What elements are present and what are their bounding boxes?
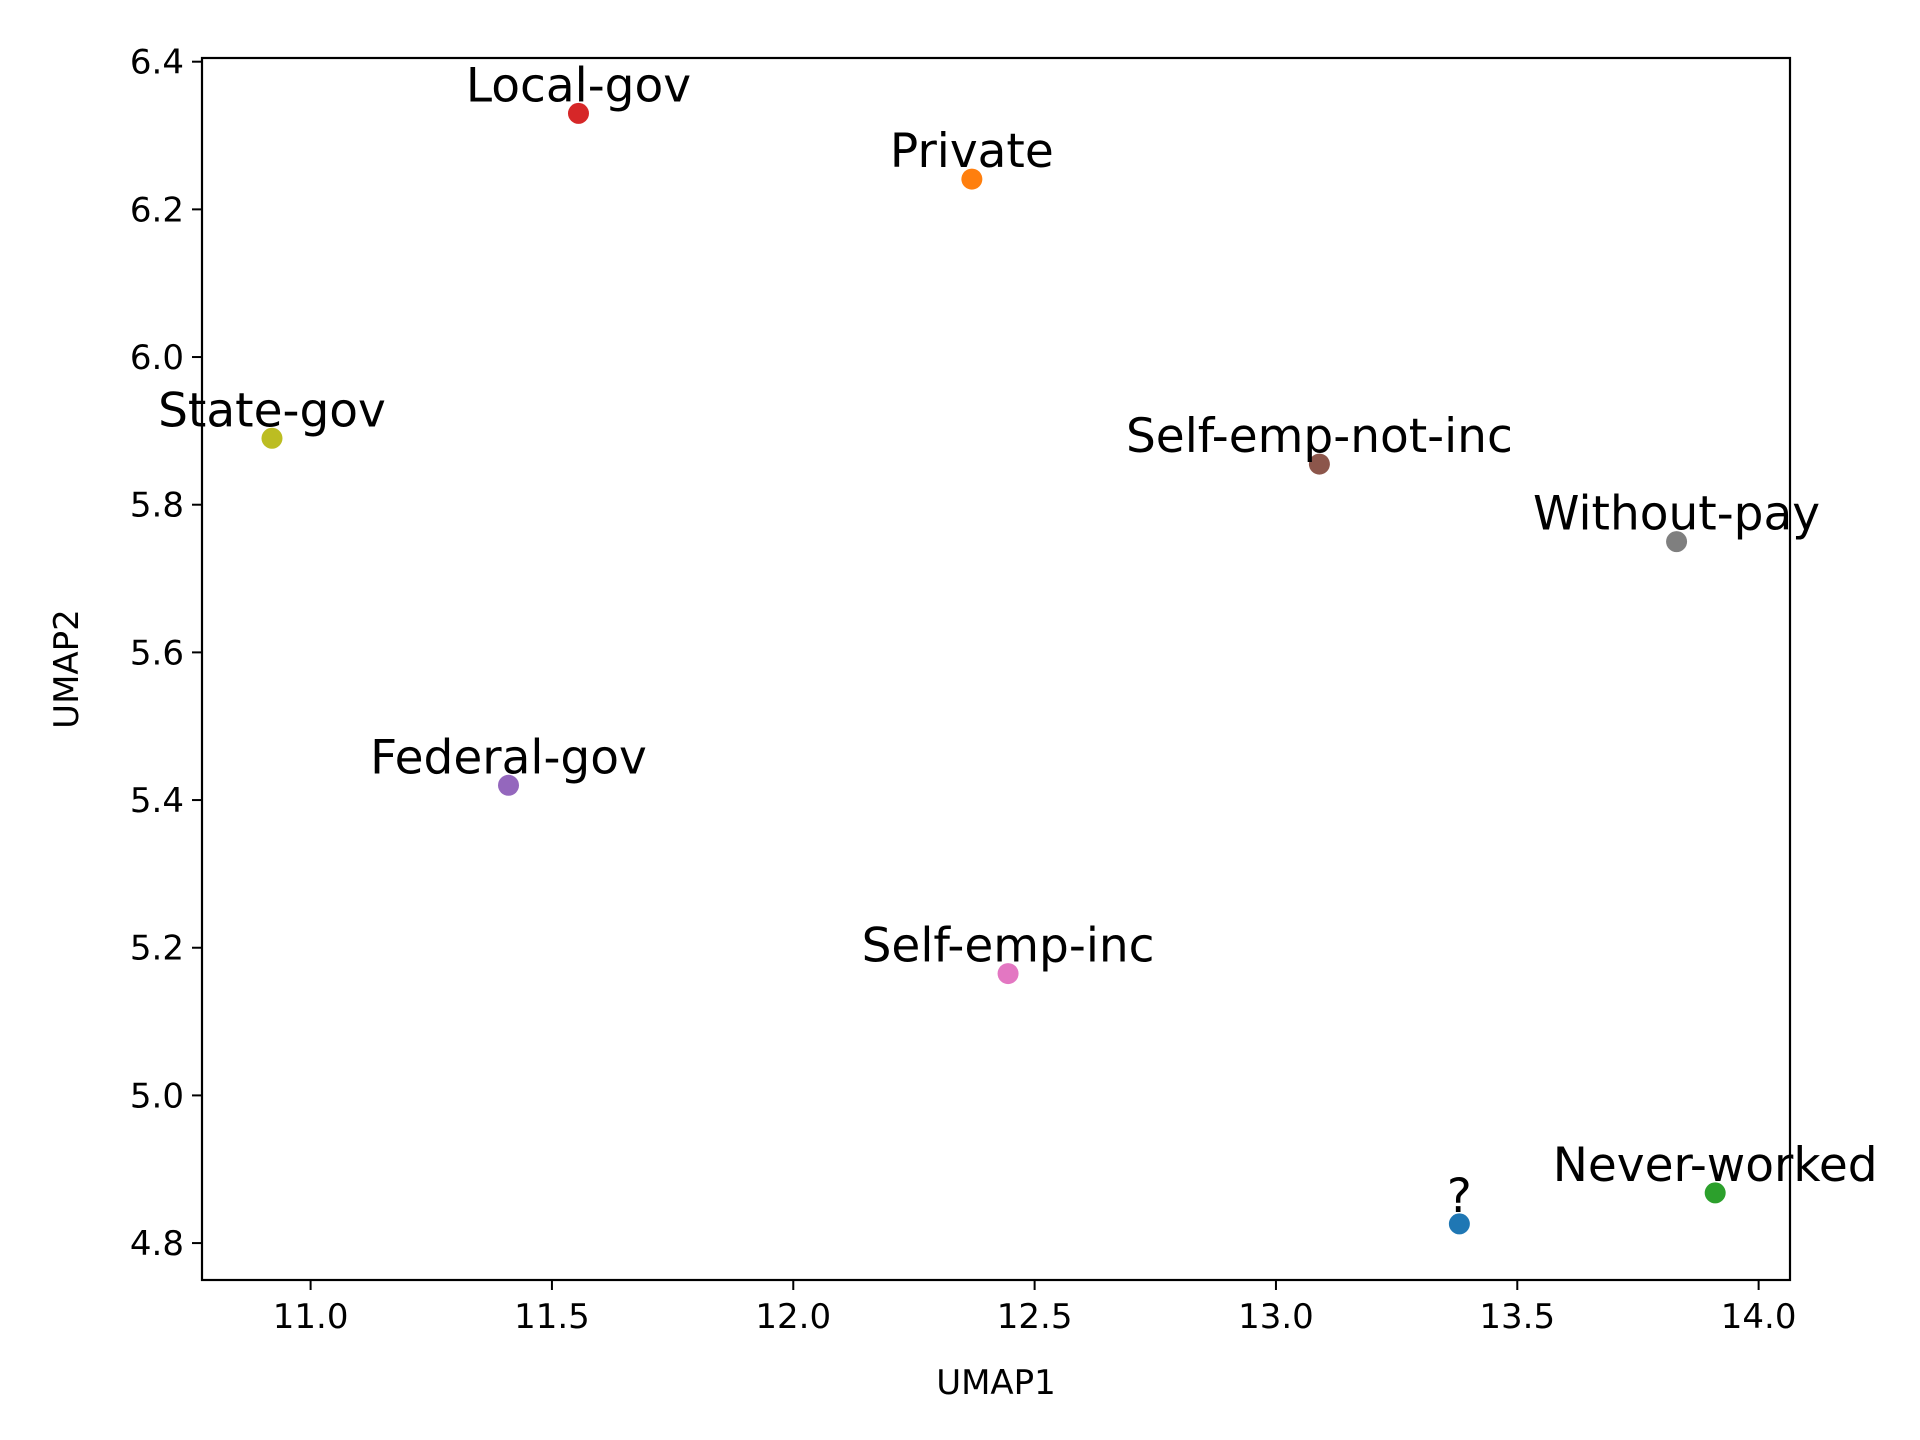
data-point	[961, 168, 983, 190]
point-label: Without-pay	[1533, 487, 1820, 542]
x-tick-label: 14.0	[1721, 1297, 1797, 1337]
data-point	[1666, 531, 1688, 553]
y-tick-label: 4.8	[130, 1224, 184, 1264]
point-label: Never-worked	[1553, 1138, 1878, 1193]
axes-frame	[200, 56, 1792, 1282]
point-label: Federal-gov	[370, 730, 647, 785]
data-point	[1704, 1182, 1726, 1204]
point-label: ?	[1447, 1169, 1472, 1224]
data-point	[997, 963, 1019, 985]
point-label: State-gov	[158, 383, 386, 438]
point-label: Private	[890, 124, 1054, 179]
point-label: Local-gov	[466, 58, 691, 113]
y-tick-label: 5.4	[130, 781, 184, 821]
y-tick-label: 6.0	[130, 338, 184, 378]
x-axis-ticks: 11.0 11.5 12.0 12.5 13.0 13.5 14.0	[273, 1280, 1797, 1337]
x-axis-label: UMAP1	[936, 1363, 1056, 1403]
y-axis-ticks: 4.8 5.0 5.2 5.4 5.6 5.8 6.0 6.2 6.4	[130, 43, 202, 1264]
x-tick-label: 11.0	[273, 1297, 349, 1337]
x-tick-label: 12.5	[997, 1297, 1073, 1337]
y-tick-label: 6.2	[130, 190, 184, 230]
x-tick-label: 13.5	[1479, 1297, 1555, 1337]
y-tick-label: 5.2	[130, 929, 184, 969]
y-tick-label: 6.4	[130, 43, 184, 83]
data-point	[497, 774, 519, 796]
y-tick-label: 5.8	[130, 486, 184, 526]
point-labels: ? Private Never-worked Local-gov Federal-gov…	[158, 58, 1878, 1224]
point-label: Self-emp-not-inc	[1126, 409, 1513, 464]
y-tick-label: 5.0	[130, 1076, 184, 1116]
data-point	[1448, 1213, 1470, 1235]
x-tick-label: 11.5	[514, 1297, 590, 1337]
y-tick-label: 5.6	[130, 633, 184, 673]
y-axis-label: UMAP2	[47, 609, 87, 729]
data-points	[261, 102, 1726, 1235]
data-point	[1308, 453, 1330, 475]
x-tick-label: 13.0	[1238, 1297, 1314, 1337]
data-point	[261, 427, 283, 449]
data-point	[567, 102, 589, 124]
x-tick-label: 12.0	[755, 1297, 831, 1337]
point-label: Self-emp-inc	[862, 919, 1155, 974]
